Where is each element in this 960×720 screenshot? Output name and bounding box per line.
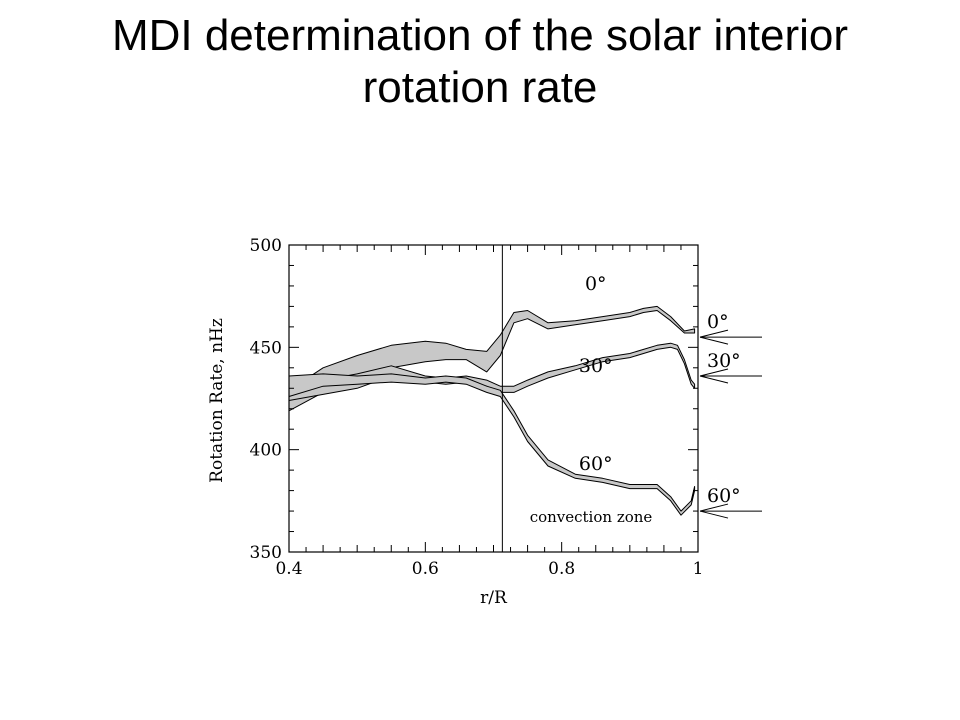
x-axis-label: r/R (480, 588, 508, 608)
series-annotation: 0° (585, 273, 607, 295)
y-axis-label: Rotation Rate, nHz (207, 318, 227, 483)
x-tick-label: 0.6 (412, 559, 439, 579)
series-band-0deg (288, 305, 696, 412)
page-title: MDI determination of the solar interior … (0, 10, 960, 114)
surface-marker-label: 60° (707, 485, 741, 507)
plot-frame (288, 244, 699, 553)
y-tick-label: 350 (250, 543, 282, 563)
series-band-60deg (288, 373, 696, 516)
series-annotation: 30° (579, 355, 613, 377)
surface-marker-label: 0° (707, 311, 729, 333)
series-annotation: 60° (579, 453, 613, 475)
x-tick-label: 0.8 (548, 559, 575, 579)
surface-marker-arrowhead (699, 329, 729, 345)
x-tick-label: 0.4 (275, 559, 302, 579)
title-line-2: rotation rate (362, 63, 598, 112)
convection-zone-label: convection zone (530, 508, 653, 526)
y-tick-label: 400 (250, 441, 282, 461)
surface-marker-label: 30° (707, 350, 741, 372)
y-tick-label: 450 (250, 338, 282, 358)
title-line-1: MDI determination of the solar interior (111, 11, 849, 60)
surface-marker-arrowhead (699, 503, 729, 519)
x-tick-label: 1 (693, 559, 704, 579)
y-tick-label: 500 (250, 236, 282, 256)
surface-marker-arrowhead (699, 368, 729, 384)
